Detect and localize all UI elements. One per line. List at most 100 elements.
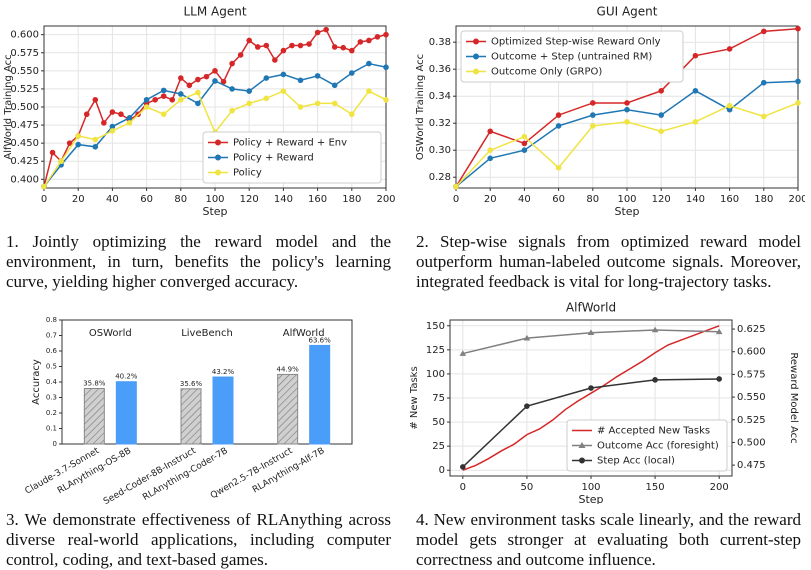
y-tick-label: 0.4 [46,378,58,386]
legend-box [566,419,728,472]
point [254,44,261,50]
point [331,100,338,107]
x-axis-label: Step [578,493,603,504]
group-label: AlfWorld [283,328,325,339]
point [590,112,596,118]
x-tick-label: 140 [686,194,705,205]
point [126,120,133,126]
point [143,96,150,103]
legend-label: Step Acc (local) [597,456,675,467]
point [331,44,338,50]
y2-tick-label: 0.475 [737,460,766,471]
point [658,128,664,135]
point [374,34,381,40]
point [49,149,56,156]
point [75,133,81,139]
point [521,147,528,153]
point [58,158,64,165]
point [75,141,81,148]
point [624,119,630,125]
point [92,143,99,150]
plot-frame [449,319,733,477]
group-label: LiveBench [181,328,233,339]
y-tick-label: 125 [426,345,445,356]
x-tick-label: 20 [484,194,497,205]
point [314,73,321,79]
y-tick-label: 0.525 [10,84,39,95]
caption: 2. Step-wise signals from optimized rewa… [416,232,801,291]
point [383,96,389,103]
point [297,42,304,49]
point [487,155,493,162]
chart: 0 25 50 75 100 125 150 0 50 100 150 200 0.475 0.500 0.… [409,301,799,507]
point [160,111,167,118]
point [306,41,312,47]
chart-title: GUI Agent [597,5,658,19]
chart-title: AlfWorld [566,301,616,315]
point [383,64,389,71]
point [289,42,295,49]
y-tick-label: 50 [432,417,445,428]
bar [115,381,137,445]
y-axis-label: # New Tasks [410,366,420,429]
point [349,47,355,54]
y-tick-label: 75 [432,393,445,404]
x-tick-label: 50 [521,482,534,493]
point [66,140,73,146]
point [92,136,99,143]
point [92,96,99,103]
y-tick-label: 0.8 [46,316,57,324]
legend-label: Policy + Reward [233,153,314,164]
point [237,52,244,58]
x-tick-label: 200 [376,194,395,205]
point [314,29,321,36]
point [229,60,235,67]
plot-frame [43,25,387,189]
y2-tick-label: 0.600 [737,347,766,358]
x-axis-label: Step [202,205,227,218]
y-tick-label: 0.575 [10,48,39,59]
point [178,96,184,103]
point [523,334,531,341]
series-line [462,325,720,471]
point [195,100,201,107]
point [263,75,270,81]
y-tick-label: 0.30 [429,145,451,156]
value-label: 63.6% [309,336,332,344]
panel: 0 0.1 0.2 0.3 0.4 0.5 0.6 0.7 0.8 OSWorld LiveBenc… [0,296,395,570]
point [280,47,287,54]
y-tick-label: 0 [53,440,57,448]
legend-label: Outcome Only (GRPO) [491,67,602,78]
x-axis-label: Step [614,205,639,218]
point [652,377,658,383]
y2-tick-label: 0.550 [737,392,766,403]
point [726,46,733,52]
point [795,100,801,106]
point [555,164,562,171]
x-tick-label: 140 [274,194,293,205]
caption: 3. We demonstrate effectiveness of RLAny… [6,510,391,569]
point [453,183,459,190]
y-tick-label: 0.600 [10,30,39,41]
y-axis-label: Accuracy [31,359,42,405]
point [715,328,723,335]
point [555,112,562,118]
legend-marker [473,68,479,75]
point [212,68,218,74]
point [521,140,528,147]
y-tick-label: 0.2 [46,409,57,417]
point [263,95,270,102]
chart: 0.28 0.30 0.32 0.34 0.36 0.38 0 20 40 60 80 100 120 1… [415,5,808,219]
y-tick-label: 0.3 [46,394,57,402]
point [726,102,733,109]
point [246,100,252,107]
x-tick-label: 0 [460,482,466,493]
point [152,96,158,103]
caption: 1. Jointly optimizing the reward model a… [6,232,391,291]
point [220,78,227,85]
y-tick-label: 0.475 [10,120,39,131]
y-tick-label: 0.32 [429,118,451,129]
point [109,128,116,134]
chart-title: LLM Agent [183,5,246,19]
value-label: 43.2% [212,368,235,376]
